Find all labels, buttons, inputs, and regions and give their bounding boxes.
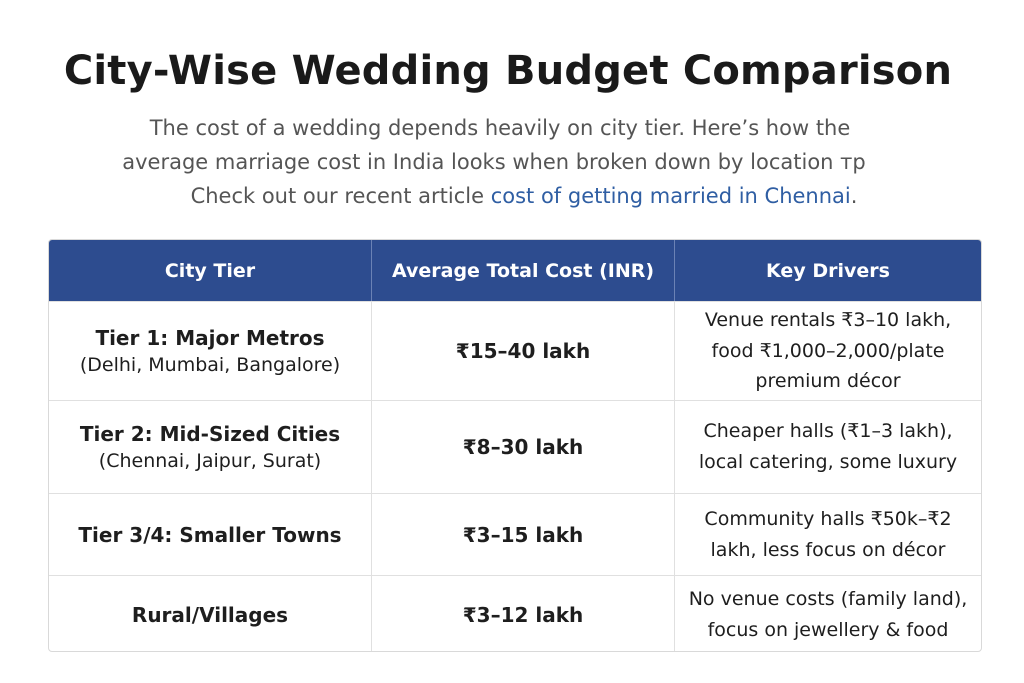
table-row: Tier 1: Major Metros (Delhi, Mumbai, Ban… bbox=[49, 301, 981, 400]
tier-cell: Tier 2: Mid-Sized Cities (Chennai, Jaipu… bbox=[49, 401, 372, 493]
drivers-cell: No venue costs (family land), focus on j… bbox=[675, 576, 981, 651]
page-title: City-Wise Wedding Budget Comparison bbox=[63, 48, 953, 94]
tier-name: Tier 1: Major Metros bbox=[95, 325, 325, 350]
drivers-line: local catering, some luxury bbox=[698, 451, 958, 473]
cost-cell: ₹15–40 lakh bbox=[372, 302, 675, 400]
drivers-line: lakh, less focus on décor bbox=[710, 538, 946, 561]
table-header: City Tier Average Total Cost (INR) Key D… bbox=[49, 240, 981, 301]
chennai-article-link[interactable]: cost of getting married in Chennai bbox=[490, 184, 851, 208]
drivers-line: food ₹1,000–2,000/plate bbox=[711, 339, 945, 362]
table-row: Tier 2: Mid-Sized Cities (Chennai, Jaipu… bbox=[49, 400, 981, 493]
drivers-line: No venue costs (family land), bbox=[688, 587, 968, 610]
tier-name: Rural/Villages bbox=[131, 602, 289, 627]
cost-cell: ₹3–15 lakh bbox=[372, 494, 675, 575]
drivers-cell: Cheaper halls (₹1–3 lakh), local caterin… bbox=[675, 401, 981, 493]
table-row: Tier 3/4: Smaller Towns ₹3–15 lakh Commu… bbox=[49, 493, 981, 575]
tier-cities: (Chennai, Jaipur, Surat) bbox=[98, 449, 322, 472]
tier-cell: Tier 1: Major Metros (Delhi, Mumbai, Ban… bbox=[49, 302, 372, 400]
header-key-drivers: Key Drivers bbox=[766, 259, 890, 282]
table-row: Rural/Villages ₹3–12 lakh No venue costs… bbox=[49, 575, 981, 651]
tier-name: Tier 2: Mid-Sized Cities bbox=[79, 421, 341, 446]
cost-value: ₹15–40 lakh bbox=[455, 339, 591, 363]
drivers-cell: Venue rentals ₹3–10 lakh, food ₹1,000–2,… bbox=[675, 302, 981, 400]
intro-line-3-prefix: Check out our recent article bbox=[190, 184, 491, 208]
tier-cell: Rural/Villages bbox=[49, 576, 372, 651]
drivers-line: Venue rentals ₹3–10 lakh, bbox=[704, 308, 952, 331]
cost-cell: ₹8–30 lakh bbox=[372, 401, 675, 493]
cost-cell: ₹3–12 lakh bbox=[372, 576, 675, 651]
intro-line-3: Check out our recent article cost of get… bbox=[12, 184, 1024, 209]
header-city-tier: City Tier bbox=[49, 240, 372, 301]
intro-line-1: The cost of a wedding depends heavily on… bbox=[149, 116, 851, 140]
tier-name: Tier 3/4: Smaller Towns bbox=[78, 522, 342, 547]
intro-line-2: average marriage cost in India looks whe… bbox=[122, 150, 866, 174]
intro-line-3-suffix: . bbox=[850, 184, 858, 208]
cost-value: ₹8–30 lakh bbox=[462, 435, 584, 459]
drivers-cell: Community halls ₹50k–₹2 lakh, less focus… bbox=[675, 494, 981, 575]
cost-value: ₹3–12 lakh bbox=[462, 602, 584, 627]
tier-cell: Tier 3/4: Smaller Towns bbox=[49, 494, 372, 575]
drivers-line: focus on jewellery & food bbox=[707, 618, 949, 641]
drivers-line: Community halls ₹50k–₹2 bbox=[704, 507, 952, 530]
header-average-cost: Average Total Cost (INR) bbox=[372, 240, 675, 301]
tier-cities: (Delhi, Mumbai, Bangalore) bbox=[79, 353, 341, 376]
drivers-line: premium décor bbox=[755, 370, 901, 393]
cost-value: ₹3–15 lakh bbox=[462, 522, 584, 547]
drivers-line: Cheaper halls (₹1–3 lakh), bbox=[703, 420, 953, 443]
budget-table: City Tier Average Total Cost (INR) Key D… bbox=[48, 239, 982, 652]
